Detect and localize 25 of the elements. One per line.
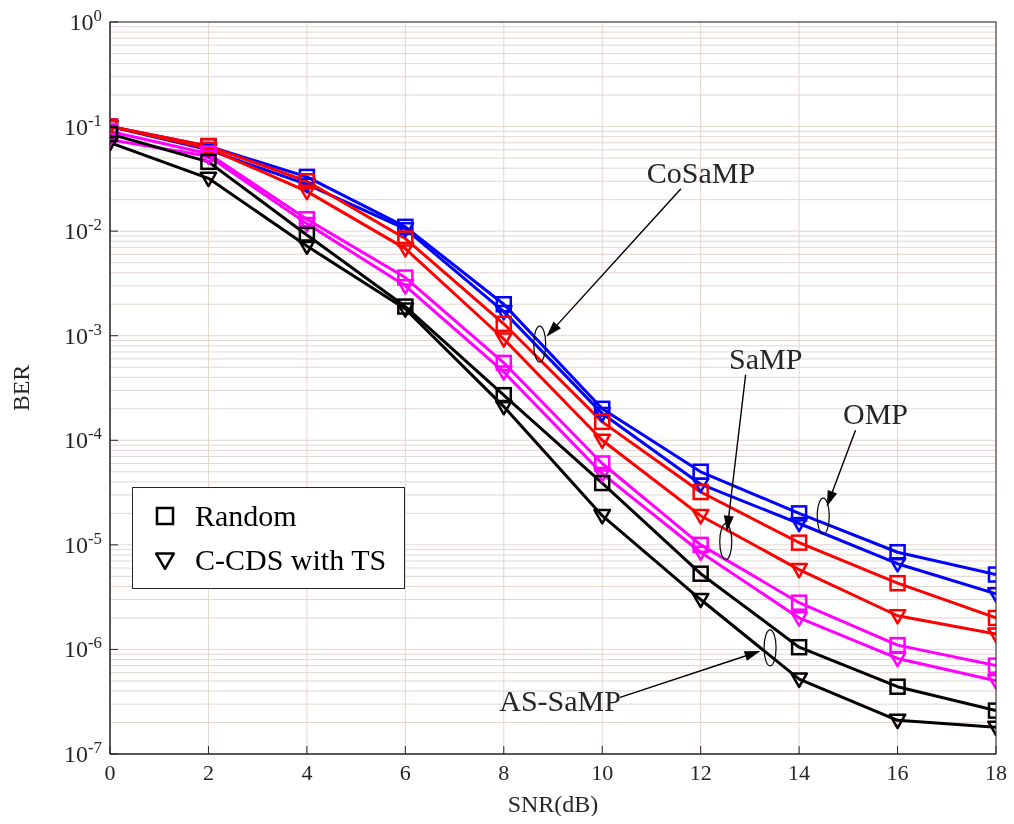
y-axis-title: BER xyxy=(7,364,34,412)
x-tick-label: 16 xyxy=(886,759,909,785)
legend-label: C-CDS with TS xyxy=(195,542,387,577)
x-tick-label: 18 xyxy=(985,759,1007,785)
x-tick-label: 10 xyxy=(591,759,614,785)
y-tick-label: 10$^{-3}$ xyxy=(64,319,102,349)
x-tick-label: 0 xyxy=(104,759,116,785)
y-tick-label: 10$^{-6}$ xyxy=(64,632,102,663)
x-tick-label: 6 xyxy=(399,759,411,785)
y-tick-label: 10$^{-4}$ xyxy=(64,423,103,454)
x-tick-label: 2 xyxy=(202,759,214,785)
x-tick-label: 8 xyxy=(498,759,510,785)
y-tick-label: 10$^{-1}$ xyxy=(64,110,102,140)
x-tick-label: 12 xyxy=(689,759,712,785)
x-tick-label: 14 xyxy=(788,759,811,785)
annotation: AS-SaMP xyxy=(499,684,621,718)
y-tick-label: 10$^{-2}$ xyxy=(64,214,102,245)
y-tick-label: 10$^{-7}$ xyxy=(64,737,102,767)
legend-label: Random xyxy=(195,498,297,533)
y-tick-label: 10$^{-5}$ xyxy=(64,528,102,558)
annotation: CoSaMP xyxy=(646,155,756,189)
x-tick-label: 4 xyxy=(301,759,313,785)
annotation: OMP xyxy=(842,397,909,431)
annotation: SaMP xyxy=(728,341,803,375)
y-tick-label: 10$^{0}$ xyxy=(69,5,102,35)
